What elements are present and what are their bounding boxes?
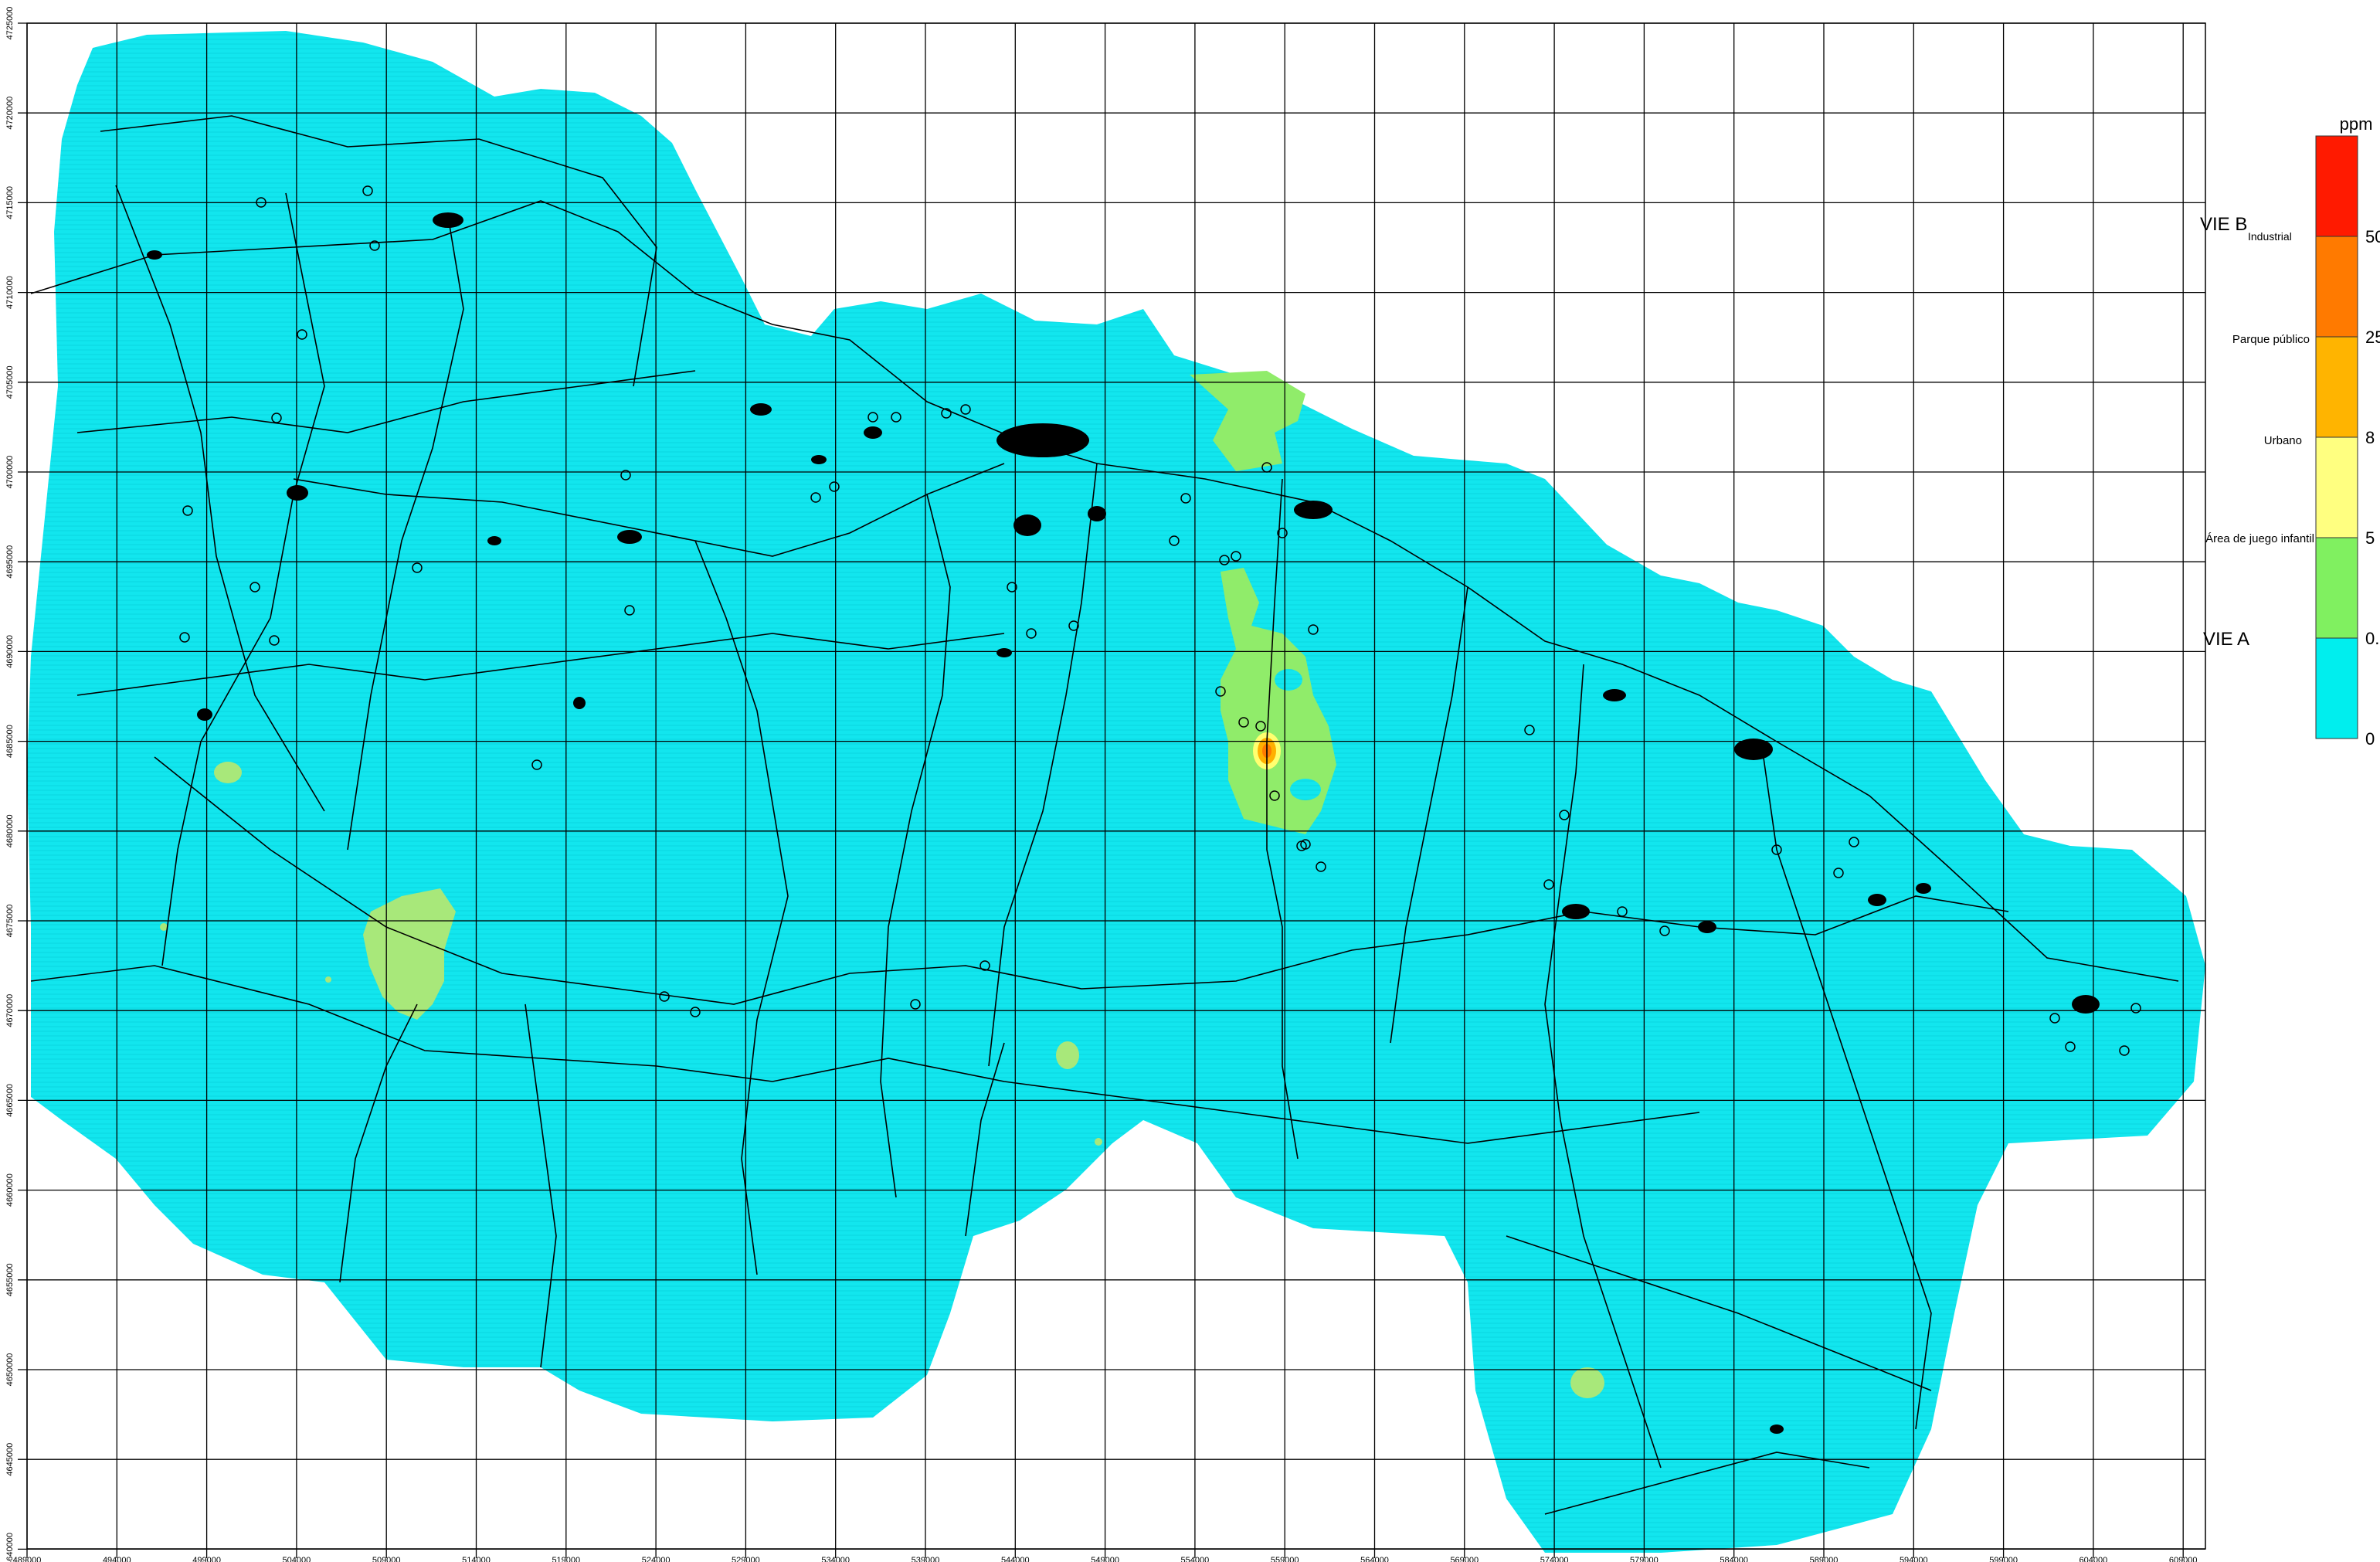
y-tick-label: 4665000 bbox=[5, 1084, 15, 1117]
y-tick-label: 4690000 bbox=[5, 635, 15, 668]
legend-level-label: 5 bbox=[2365, 528, 2375, 548]
y-tick-label: 4715000 bbox=[5, 186, 15, 219]
concentration-patch-small-3 bbox=[1570, 1367, 1604, 1398]
legend-level-label: 0.8 bbox=[2365, 629, 2380, 648]
legend-level-label: 50 bbox=[2365, 227, 2380, 246]
x-tick-label: 604000 bbox=[2080, 1556, 2108, 1562]
y-tick-label: 4640000 bbox=[5, 1533, 15, 1562]
legend-color-band bbox=[2315, 436, 2358, 538]
concentration-patch-north bbox=[1190, 371, 1305, 471]
y-tick-label: 4660000 bbox=[5, 1173, 15, 1207]
y-tick-label: 4670000 bbox=[5, 994, 15, 1027]
y-axis-ticks: 4725000 4720000 4715000 4710000 4705000 47000… bbox=[5, 7, 15, 1562]
x-axis-ticks: 489000 494000 499000 504000 509000 514000 5190… bbox=[13, 1556, 2198, 1562]
y-tick-label: 4705000 bbox=[5, 365, 15, 399]
legend-vie-b: VIE B bbox=[2200, 214, 2247, 235]
x-tick-label: 589000 bbox=[1810, 1556, 1838, 1562]
legend-vie-a: VIE A bbox=[2203, 629, 2249, 650]
legend-cat-parque: Parque público bbox=[2232, 333, 2310, 346]
y-tick-label: 4645000 bbox=[5, 1443, 15, 1476]
legend-color-band bbox=[2315, 336, 2358, 438]
legend-cat-area-juego: Área de juego infantil bbox=[2205, 532, 2314, 545]
legend: ppm 50 25 8 5 0.8 0 VIE B Industrial Parque p… bbox=[2200, 114, 2380, 749]
legend-unit: ppm bbox=[2340, 114, 2373, 134]
concentration-patch-small-5 bbox=[325, 976, 331, 983]
y-tick-label: 4655000 bbox=[5, 1263, 15, 1296]
x-tick-label: 499000 bbox=[192, 1556, 221, 1562]
x-tick-label: 534000 bbox=[821, 1556, 850, 1562]
coordinate-grid bbox=[18, 22, 2206, 1558]
sampling-points bbox=[179, 185, 2141, 1056]
legend-color-band bbox=[2315, 537, 2358, 639]
x-tick-label: 574000 bbox=[1540, 1556, 1569, 1562]
concentration-patch-centre-inner bbox=[1275, 669, 1302, 691]
x-tick-label: 594000 bbox=[1900, 1556, 1928, 1562]
settlements bbox=[147, 212, 2100, 1434]
x-tick-label: 504000 bbox=[283, 1556, 311, 1562]
legend-color-band bbox=[2315, 135, 2358, 237]
legend-cat-urbano: Urbano bbox=[2264, 434, 2302, 447]
y-tick-label: 4675000 bbox=[5, 905, 15, 938]
x-tick-label: 494000 bbox=[103, 1556, 131, 1562]
y-tick-label: 4685000 bbox=[5, 725, 15, 758]
x-tick-label: 514000 bbox=[462, 1556, 491, 1562]
x-tick-label: 579000 bbox=[1630, 1556, 1659, 1562]
x-tick-label: 569000 bbox=[1450, 1556, 1479, 1562]
concentration-patch-small-1 bbox=[214, 762, 242, 783]
x-tick-label: 559000 bbox=[1271, 1556, 1299, 1562]
legend-color-band bbox=[2315, 236, 2358, 338]
y-tick-label: 4700000 bbox=[5, 456, 15, 489]
x-tick-label: 519000 bbox=[552, 1556, 580, 1562]
x-tick-label: 489000 bbox=[13, 1556, 42, 1562]
y-tick-label: 4720000 bbox=[5, 97, 15, 130]
x-tick-label: 549000 bbox=[1091, 1556, 1119, 1562]
legend-vie-b-industrial: Industrial bbox=[2248, 230, 2292, 243]
concentration-patch-small-2 bbox=[1056, 1041, 1079, 1069]
concentration-patch-small-4 bbox=[160, 923, 168, 931]
x-tick-label: 544000 bbox=[1001, 1556, 1030, 1562]
y-tick-label: 4680000 bbox=[5, 814, 15, 847]
road-network bbox=[30, 115, 2179, 1515]
concentration-patch-centre-inner-2 bbox=[1290, 779, 1321, 800]
y-tick-label: 4695000 bbox=[5, 545, 15, 579]
legend-color-band bbox=[2315, 637, 2358, 739]
legend-level-label: 0 bbox=[2365, 729, 2375, 749]
x-tick-label: 554000 bbox=[1181, 1556, 1210, 1562]
legend-level-label: 25 bbox=[2365, 328, 2380, 347]
x-tick-label: 529000 bbox=[732, 1556, 760, 1562]
concentration-patch-centre bbox=[1221, 568, 1336, 834]
y-tick-label: 4725000 bbox=[5, 7, 15, 40]
x-tick-label: 509000 bbox=[372, 1556, 401, 1562]
concentration-field-low bbox=[27, 31, 2205, 1553]
x-tick-label: 564000 bbox=[1360, 1556, 1389, 1562]
y-tick-label: 4650000 bbox=[5, 1353, 15, 1387]
y-tick-label: 4710000 bbox=[5, 276, 15, 309]
x-tick-label: 584000 bbox=[1720, 1556, 1748, 1562]
concentration-patch-small-6 bbox=[1095, 1138, 1102, 1146]
legend-level-label: 8 bbox=[2365, 428, 2375, 447]
x-tick-label: 524000 bbox=[642, 1556, 671, 1562]
x-tick-label: 599000 bbox=[1989, 1556, 2018, 1562]
x-tick-label: 609000 bbox=[2169, 1556, 2198, 1562]
x-tick-label: 539000 bbox=[912, 1556, 940, 1562]
